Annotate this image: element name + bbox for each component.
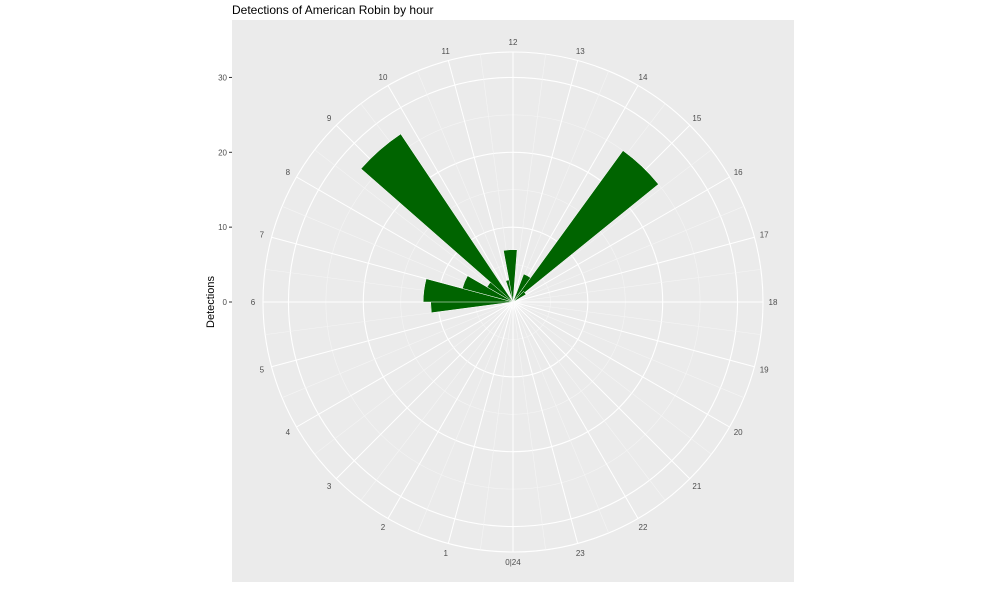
grid-spoke-minor <box>314 301 514 455</box>
hour-label-10: 10 <box>379 73 388 82</box>
grid <box>262 51 764 553</box>
grid-spoke-minor <box>512 301 745 398</box>
grid-spoke-minor <box>512 301 666 501</box>
y-tick-label-20: 20 <box>218 148 227 157</box>
grid-spoke-minor <box>512 301 761 335</box>
hour-label-16: 16 <box>734 168 743 177</box>
grid-spoke <box>447 301 514 544</box>
y-tick-label-0: 0 <box>223 298 228 307</box>
hour-label-0: 0|24 <box>505 558 521 567</box>
hour-label-4: 4 <box>286 428 291 437</box>
grid-spoke-minor <box>417 301 514 534</box>
grid-spoke-minor <box>512 269 761 303</box>
grid-spoke-minor <box>512 301 546 550</box>
hour-label-6: 6 <box>251 298 256 307</box>
hour-label-1: 1 <box>443 549 448 558</box>
grid-spoke <box>512 236 755 303</box>
hour-label-15: 15 <box>692 114 701 123</box>
hour-label-20: 20 <box>734 428 743 437</box>
grid-spoke-minor <box>360 301 514 501</box>
bar-hour-11_8 <box>503 249 518 303</box>
hour-label-18: 18 <box>769 298 778 307</box>
grid-spoke-minor <box>480 301 514 550</box>
y-tick-label-10: 10 <box>218 223 227 232</box>
hour-label-7: 7 <box>260 231 265 240</box>
y-axis: 0 10 20 30 <box>218 73 232 307</box>
grid-spoke <box>512 301 579 544</box>
grid-spoke-minor <box>512 301 712 455</box>
grid-spoke-minor <box>512 54 546 303</box>
bar-hour-15_5 <box>512 291 527 303</box>
bar-hour-9_25 <box>360 133 514 303</box>
hour-labels: 0|24123456789101112131415161718192021222… <box>251 38 778 567</box>
grid-spoke <box>512 176 730 303</box>
hour-label-21: 21 <box>692 482 701 491</box>
grid-spoke <box>271 301 514 368</box>
bars <box>360 133 659 314</box>
grid-spoke <box>387 85 514 303</box>
hour-label-9: 9 <box>327 114 332 123</box>
grid-spoke-minor <box>512 70 609 303</box>
y-axis-label: Detections <box>205 276 217 328</box>
hour-label-3: 3 <box>327 482 332 491</box>
hour-label-2: 2 <box>381 523 386 532</box>
hour-label-12: 12 <box>509 38 518 47</box>
grid-spoke <box>512 60 579 303</box>
y-tick-label-30: 30 <box>218 73 227 82</box>
hour-label-19: 19 <box>760 365 769 374</box>
hour-label-14: 14 <box>639 73 648 82</box>
grid-spoke <box>512 301 730 428</box>
hour-label-8: 8 <box>286 168 291 177</box>
bar-hour-14_9 <box>512 150 659 303</box>
hour-label-5: 5 <box>260 365 265 374</box>
hour-label-11: 11 <box>442 47 451 56</box>
hour-label-23: 23 <box>576 549 585 558</box>
grid-spoke <box>512 301 639 519</box>
grid-spoke-minor <box>417 70 514 303</box>
hour-label-13: 13 <box>576 47 585 56</box>
grid-spoke-minor <box>314 149 514 303</box>
grid-spoke-minor <box>281 301 514 398</box>
chart-title: Detections of American Robin by hour <box>232 3 433 17</box>
grid-spoke <box>512 301 691 480</box>
grid-spoke <box>447 60 514 303</box>
grid-spoke-minor <box>512 301 609 534</box>
grid-spoke <box>512 85 639 303</box>
hour-label-22: 22 <box>639 523 648 532</box>
grid-spoke-minor <box>512 149 712 303</box>
grid-spoke <box>335 301 514 480</box>
grid-spoke <box>387 301 514 519</box>
hour-label-17: 17 <box>760 231 769 240</box>
bar-hour-7_5 <box>462 275 514 303</box>
grid-spoke <box>512 301 755 368</box>
grid-spoke-minor <box>512 206 745 303</box>
grid-spoke <box>296 301 514 428</box>
